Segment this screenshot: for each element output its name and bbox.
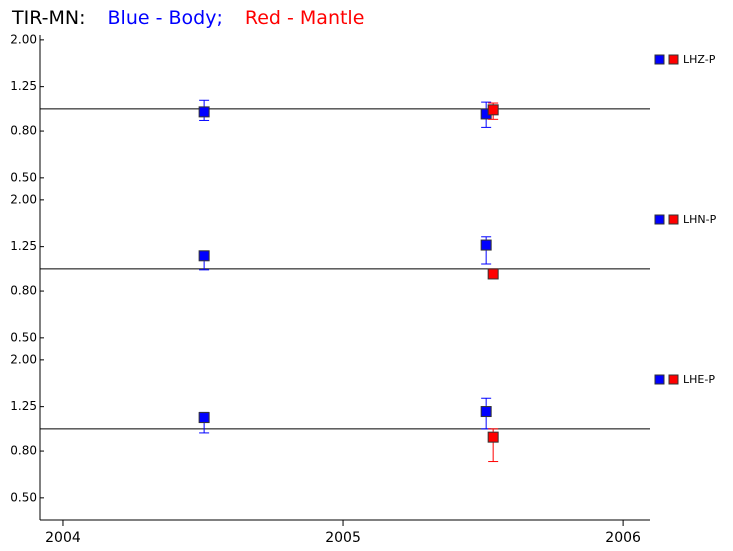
y-tick-label: 1.25 (10, 239, 37, 253)
point (487, 268, 499, 280)
chart-title: TIR-MN: Blue - Body; Red - Mantle (11, 7, 364, 29)
point (480, 239, 492, 251)
point (198, 250, 210, 262)
y-tick-label: 2.00 (10, 192, 37, 206)
y-tick-label: 2.00 (10, 32, 37, 46)
legend-swatch (668, 214, 679, 225)
y-tick-label: 2.00 (10, 352, 37, 366)
legend-label: LHN-P (683, 213, 717, 226)
legend-swatch (668, 54, 679, 65)
legend-swatch (654, 214, 665, 225)
x-tick-label: 2004 (45, 530, 81, 546)
point (487, 104, 499, 116)
legend-label: LHZ-P (683, 53, 716, 66)
y-tick-label: 0.80 (10, 284, 37, 298)
y-tick-label: 0.80 (10, 444, 37, 458)
point (198, 412, 210, 424)
legend-label: LHE-P (683, 373, 715, 386)
legend-swatch (654, 374, 665, 385)
title-part: TIR-MN: (11, 7, 86, 29)
y-tick-label: 1.25 (10, 79, 37, 93)
y-tick-label: 1.25 (10, 399, 37, 413)
legend-swatch (668, 374, 679, 385)
x-tick-label: 2005 (325, 530, 361, 546)
y-tick-label: 0.50 (10, 330, 37, 344)
point (487, 431, 499, 443)
x-tick-label: 2006 (605, 530, 641, 546)
y-tick-label: 0.80 (10, 124, 37, 138)
y-tick-label: 0.50 (10, 490, 37, 504)
legend-swatch (654, 54, 665, 65)
y-tick-label: 0.50 (10, 170, 37, 184)
title-part: Blue - Body; (108, 7, 223, 29)
point (480, 406, 492, 418)
point (198, 106, 210, 118)
title-part: Red - Mantle (245, 7, 365, 29)
